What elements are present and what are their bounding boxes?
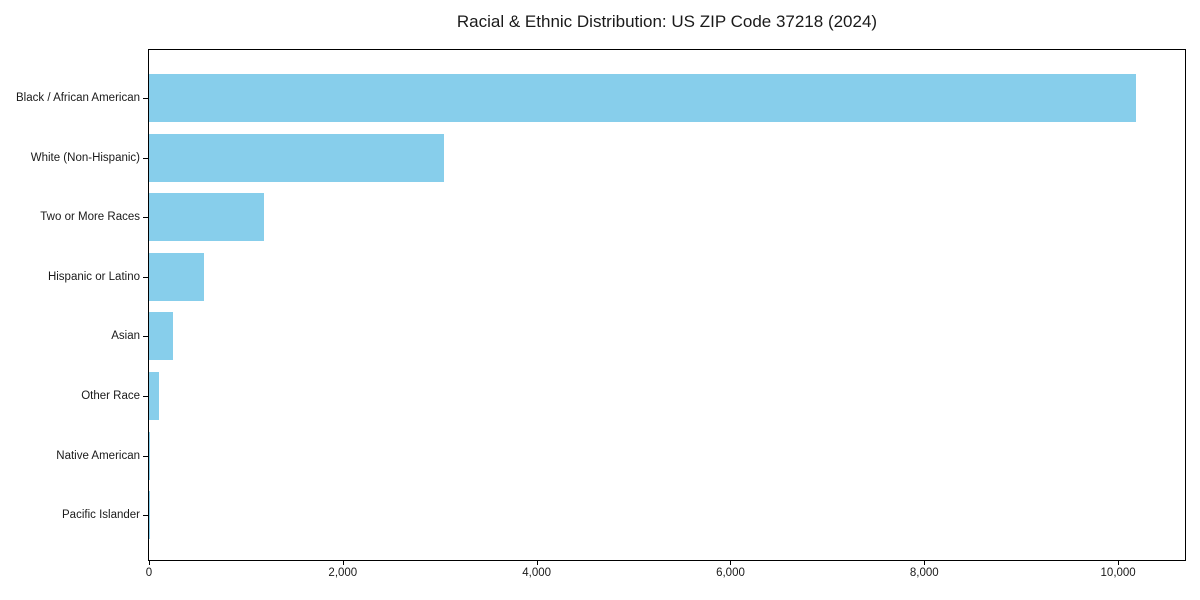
bar-black-african-american (149, 74, 1137, 122)
category-label-two-or-more-races: Two or More Races (40, 211, 140, 224)
y-tick-mark (143, 455, 148, 457)
category-label-asian: Asian (111, 330, 140, 343)
x-tick-label: 0 (145, 567, 153, 579)
chart-title: Racial & Ethnic Distribution: US ZIP Cod… (456, 12, 878, 31)
category-label-other-race: Other Race (81, 390, 140, 402)
x-tick-mark (924, 561, 926, 565)
y-tick-mark (143, 276, 148, 278)
plot-area (148, 49, 1186, 561)
category-label-native-american: Native American (56, 449, 140, 462)
category-label-hispanic-or-latino: Hispanic or Latino (47, 270, 140, 283)
x-tick-mark (1118, 561, 1120, 565)
x-tick-mark (149, 561, 150, 565)
x-tick-mark (342, 561, 344, 565)
bar-hispanic-or-latino (149, 252, 204, 301)
y-tick-mark (143, 157, 148, 159)
y-tick-mark (143, 336, 148, 338)
bar-two-or-more-races (149, 193, 264, 242)
x-tick-mark (536, 561, 538, 565)
x-tick-label: 4,000 (522, 567, 552, 579)
x-tick-label: 8,000 (909, 567, 939, 579)
x-tick-label: 10,000 (1100, 567, 1136, 579)
x-tick-label: 2,000 (328, 567, 358, 579)
category-label-black-african-american: Black / African American (16, 92, 140, 104)
y-tick-mark (143, 396, 148, 397)
y-tick-mark (143, 515, 148, 517)
bar-asian (149, 312, 174, 361)
bar-other-race (149, 372, 159, 420)
y-tick-mark (143, 217, 148, 219)
bar-native-american (149, 431, 151, 480)
x-tick-mark (730, 561, 732, 565)
x-tick-label: 6,000 (716, 567, 745, 579)
category-label-pacific-islander: Pacific Islander (62, 509, 140, 522)
y-tick-mark (143, 98, 148, 99)
bar-white-non-hispanic (149, 133, 444, 182)
category-label-white-non-hispanic: White (Non-Hispanic) (30, 151, 140, 164)
